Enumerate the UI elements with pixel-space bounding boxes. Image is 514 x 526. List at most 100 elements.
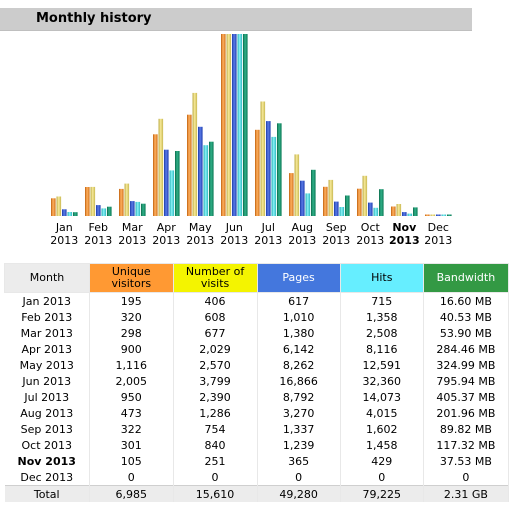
- table-row: Dec 2013 0 0 0 0 0: [4, 469, 510, 486]
- month-label-dec-2013-month: Dec: [428, 221, 449, 234]
- cell-pages: 617: [257, 292, 341, 309]
- cell-bandwidth: 795.94 MB: [423, 373, 510, 389]
- bar-pages-feb-2013: [96, 205, 101, 216]
- cell-month: Mar 2013: [4, 325, 90, 341]
- cell-month: Sep 2013: [4, 421, 90, 437]
- cell-unique: 1,116: [89, 357, 174, 373]
- cell-visits: 2,390: [173, 389, 258, 405]
- bar-bandwidth-jul-2013: [277, 123, 282, 216]
- cell-pages: 3,270: [257, 405, 341, 421]
- month-label-mar-2013-month: Mar: [122, 221, 143, 234]
- table-row: Jun 2013 2,005 3,799 16,866 32,360 795.94 MB: [4, 373, 510, 389]
- bar-bandwidth-dec-2013: [447, 214, 452, 216]
- table-row: May 2013 1,116 2,570 8,262 12,591 324.99 MB: [4, 357, 510, 373]
- bar-bandwidth-apr-2013: [175, 151, 180, 216]
- bar-pages-apr-2013: [164, 149, 169, 216]
- header-pages: Pages: [256, 263, 341, 293]
- bar-hits-may-2013: [203, 145, 209, 216]
- cell-total-unique: 6,985: [89, 485, 174, 502]
- month-label-oct-2013-year: 2013: [356, 234, 384, 247]
- bar-pages-sep-2013: [334, 201, 339, 216]
- month-label-sep-2013-month: Sep: [326, 221, 347, 234]
- bar-pages-jul-2013: [266, 121, 271, 216]
- month-label-mar-2013-year: 2013: [118, 234, 146, 247]
- cell-month: Dec 2013: [4, 469, 90, 486]
- cell-hits: 1,602: [340, 421, 424, 437]
- cell-unique: 900: [89, 341, 174, 357]
- bar-unique-visitors-mar-2013: [119, 188, 124, 216]
- cell-pages: 6,142: [257, 341, 341, 357]
- cell-pages: 0: [257, 469, 341, 486]
- bar-unique-visitors-feb-2013: [85, 187, 90, 216]
- month-label-apr-2013-month: Apr: [157, 221, 177, 234]
- month-label-oct-2013-month: Oct: [361, 221, 381, 234]
- cell-visits: 406: [173, 292, 258, 309]
- cell-hits: 715: [340, 292, 424, 309]
- bar-bandwidth-feb-2013: [107, 206, 112, 216]
- bar-bandwidth-jan-2013: [73, 212, 78, 216]
- bar-bandwidth-aug-2013: [311, 169, 316, 216]
- cell-unique: 322: [89, 421, 174, 437]
- bar-unique-visitors-jan-2013: [51, 198, 56, 216]
- bar-bandwidth-oct-2013: [379, 189, 384, 216]
- table-row: Oct 2013 301 840 1,239 1,458 117.32 MB: [4, 437, 510, 453]
- cell-month: Apr 2013: [4, 341, 90, 357]
- cell-hits: 14,073: [340, 389, 424, 405]
- bar-number-of-visits-feb-2013: [90, 186, 96, 216]
- month-label-may-2013-year: 2013: [186, 234, 214, 247]
- bar-pages-nov-2013: [402, 212, 407, 216]
- cell-unique: 950: [89, 389, 174, 405]
- table-row-current-month: Nov 2013 105 251 365 429 37.53 MB: [4, 453, 510, 469]
- month-label-dec-2013-year: 2013: [424, 234, 452, 247]
- cell-visits: 2,029: [173, 341, 258, 357]
- bar-number-of-visits-may-2013: [192, 92, 198, 216]
- bar-hits-mar-2013: [135, 201, 141, 216]
- bar-number-of-visits-dec-2013: [430, 214, 436, 216]
- cell-visits: 0: [173, 469, 258, 486]
- cell-visits: 677: [173, 325, 258, 341]
- cell-month: Jul 2013: [4, 389, 90, 405]
- cell-unique: 195: [89, 292, 174, 309]
- cell-bandwidth: 117.32 MB: [423, 437, 510, 453]
- table-row: Jan 2013 195 406 617 715 16.60 MB: [4, 292, 510, 309]
- bar-unique-visitors-jun-2013: [221, 34, 226, 216]
- cell-bandwidth: 37.53 MB: [423, 453, 510, 469]
- month-label-jul-2013-month: Jul: [261, 221, 275, 234]
- bar-pages-may-2013: [198, 126, 203, 216]
- month-label-jun-2013-year: 2013: [220, 234, 248, 247]
- bar-bandwidth-jun-2013: [243, 34, 248, 216]
- month-label-jun-2013-month: Jun: [225, 221, 243, 234]
- cell-unique: 320: [89, 309, 174, 325]
- bar-unique-visitors-jul-2013: [255, 129, 260, 216]
- cell-bandwidth: 89.82 MB: [423, 421, 510, 437]
- bar-hits-dec-2013: [441, 214, 447, 216]
- cell-month: Feb 2013: [4, 309, 90, 325]
- bar-hits-oct-2013: [373, 207, 379, 216]
- bar-number-of-visits-oct-2013: [362, 175, 368, 216]
- month-label-feb-2013-month: Feb: [89, 221, 108, 234]
- header-unique-visitors: Unique visitors: [89, 263, 174, 293]
- bar-unique-visitors-sep-2013: [323, 186, 328, 216]
- cell-unique: 473: [89, 405, 174, 421]
- cell-bandwidth: 405.37 MB: [423, 389, 510, 405]
- bar-number-of-visits-mar-2013: [124, 183, 130, 216]
- header-hits: Hits: [339, 263, 424, 293]
- table-row: Jul 2013 950 2,390 8,792 14,073 405.37 MB: [4, 389, 510, 405]
- cell-pages: 1,239: [257, 437, 341, 453]
- bar-hits-jun-2013: [237, 34, 243, 216]
- monthly-stats-table: Month Unique visitors Number of visits P…: [4, 263, 510, 502]
- cell-unique: 105: [89, 453, 174, 469]
- bar-hits-sep-2013: [339, 207, 345, 216]
- bar-number-of-visits-jun-2013: [226, 34, 232, 216]
- bar-unique-visitors-nov-2013: [391, 206, 396, 216]
- bar-number-of-visits-jul-2013: [260, 101, 266, 216]
- bar-pages-jun-2013: [232, 34, 237, 216]
- cell-month: Oct 2013: [4, 437, 90, 453]
- cell-pages: 1,380: [257, 325, 341, 341]
- bar-unique-visitors-apr-2013: [153, 134, 158, 216]
- cell-hits: 4,015: [340, 405, 424, 421]
- table-row: Mar 2013 298 677 1,380 2,508 53.90 MB: [4, 325, 510, 341]
- cell-month: May 2013: [4, 357, 90, 373]
- month-label-nov-2013-month: Nov: [392, 221, 417, 234]
- cell-hits: 429: [340, 453, 424, 469]
